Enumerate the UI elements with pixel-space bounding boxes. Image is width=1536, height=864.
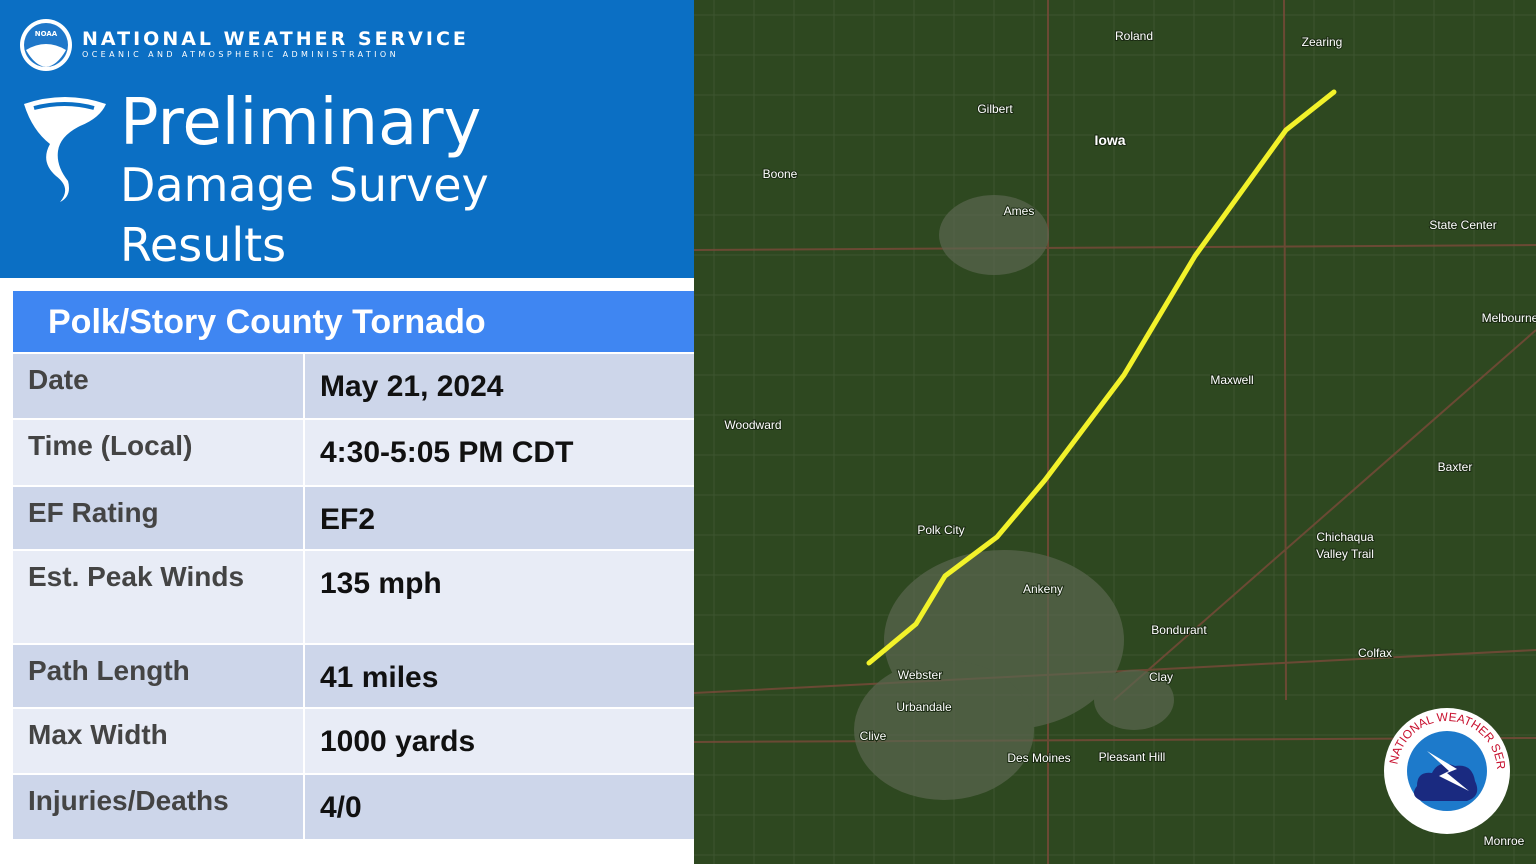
place-label: Melbourne — [1482, 311, 1536, 325]
title-line: Damage Survey — [120, 158, 489, 212]
field-label: Path Length — [13, 645, 303, 707]
table-row: EF Rating EF2 — [13, 487, 694, 549]
place-label: Maxwell — [1210, 373, 1253, 387]
info-panel: NOAA NATIONAL WEATHER SERVICE OCEANIC AN… — [0, 0, 694, 864]
place-label: State Center — [1429, 218, 1496, 232]
place-label: Gilbert — [977, 102, 1013, 116]
place-label: Des Moines — [1007, 751, 1070, 765]
field-label: Date — [13, 354, 303, 418]
place-label: Urbandale — [896, 700, 952, 714]
place-label: Roland — [1115, 29, 1153, 43]
tornado-path — [866, 89, 1337, 666]
field-label: Est. Peak Winds — [13, 551, 303, 643]
place-label: Zearing — [1302, 35, 1343, 49]
place-label: Clive — [860, 729, 887, 743]
place-label: Iowa — [1094, 132, 1125, 148]
field-label: Time (Local) — [13, 420, 303, 485]
place-label: Polk City — [917, 523, 964, 537]
place-label: Valley Trail — [1316, 547, 1374, 561]
agency: NATIONAL WEATHER SERVICE — [82, 28, 469, 50]
tornado-icon — [24, 97, 106, 202]
title-line: Results — [120, 218, 287, 272]
header: NOAA NATIONAL WEATHER SERVICE OCEANIC AN… — [0, 0, 694, 278]
field-value: 135 mph — [305, 551, 694, 643]
field-value: 41 miles — [305, 645, 694, 707]
place-label: Clay — [1149, 670, 1173, 684]
map: Roland Zearing Gilbert Iowa Boone Ames State C… — [694, 0, 1536, 864]
agency-sub: OCEANIC AND ATMOSPHERIC ADMINISTRATION — [82, 50, 400, 59]
table-row: Time (Local) 4:30-5:05 PM CDT — [13, 420, 694, 485]
table-row: Injuries/Deaths 4/0 — [13, 775, 694, 839]
table-row: Est. Peak Winds 135 mph — [13, 551, 694, 643]
nws-logo: NATIONAL WEATHER SERVICE — [1384, 708, 1510, 834]
place-label: Ames — [1004, 204, 1035, 218]
place-label: Boone — [763, 167, 798, 181]
field-label: EF Rating — [13, 487, 303, 549]
place-label: Bondurant — [1151, 623, 1207, 637]
place-label: Chichaqua — [1316, 530, 1374, 544]
field-value: May 21, 2024 — [305, 354, 694, 418]
place-label: Ankeny — [1023, 582, 1063, 596]
field-value: 4/0 — [305, 775, 694, 839]
title-line: Preliminary — [120, 86, 482, 160]
table-row: Path Length 41 miles — [13, 645, 694, 707]
table-row: Date May 21, 2024 — [13, 354, 694, 418]
place-label: Webster — [898, 668, 942, 682]
table-row: Max Width 1000 yards — [13, 709, 694, 773]
summary-table: Polk/Story County Tornado Date May 21, 20… — [13, 291, 694, 839]
place-label: Woodward — [724, 418, 781, 432]
field-value: EF2 — [305, 487, 694, 549]
noaa-text: NOAA — [35, 30, 58, 38]
field-value: 4:30-5:05 PM CDT — [305, 420, 694, 485]
place-label: Colfax — [1358, 646, 1392, 660]
place-label: Pleasant Hill — [1099, 750, 1166, 764]
field-label: Max Width — [13, 709, 303, 773]
table-title: Polk/Story County Tornado — [13, 291, 694, 352]
field-value: 1000 yards — [305, 709, 694, 773]
field-label: Injuries/Deaths — [13, 775, 303, 839]
noaa-logo: NOAA — [20, 19, 72, 71]
place-label: Baxter — [1438, 460, 1473, 474]
place-label: Monroe — [1484, 834, 1525, 848]
